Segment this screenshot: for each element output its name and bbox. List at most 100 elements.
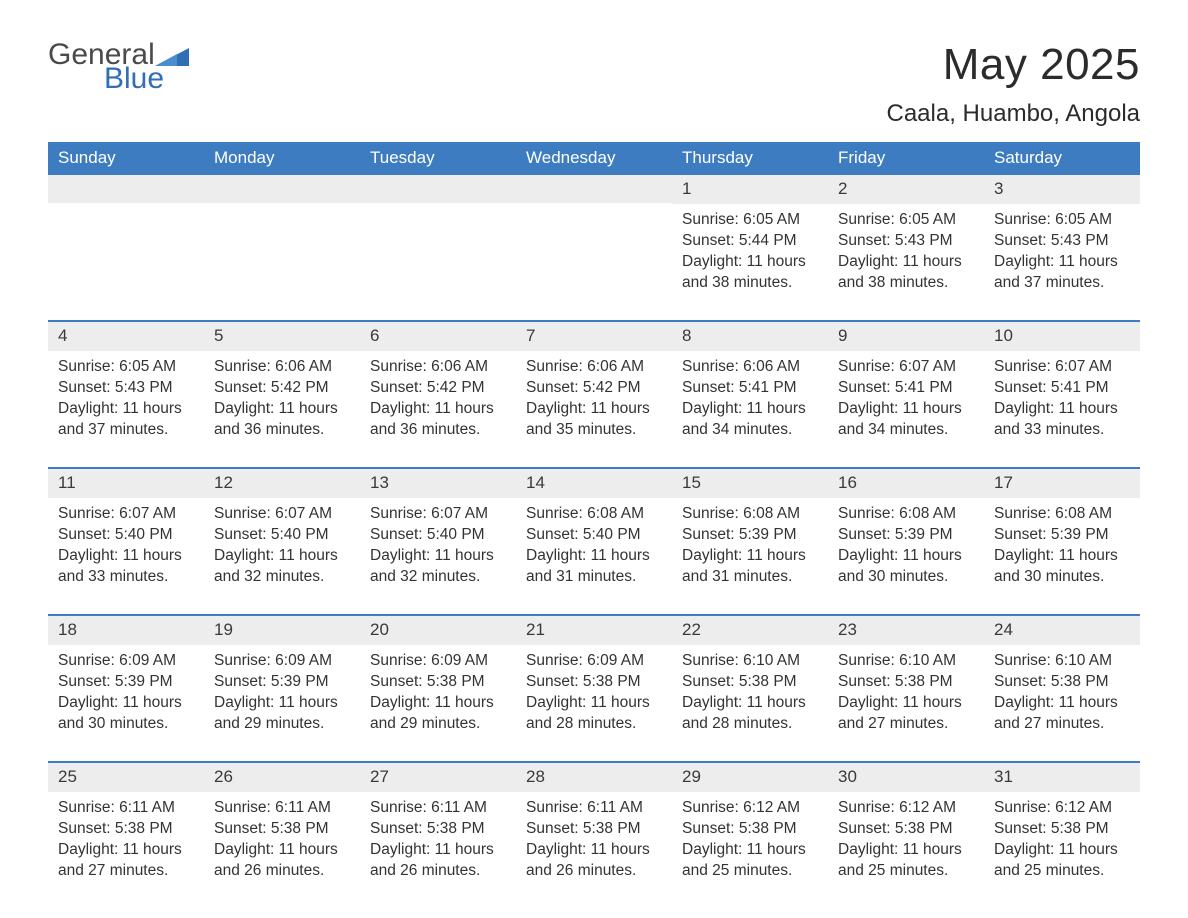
day-details: Sunrise: 6:11 AMSunset: 5:38 PMDaylight:…: [516, 792, 672, 884]
daylight-text: Daylight: 11 hours: [526, 840, 662, 861]
day-details: Sunrise: 6:12 AMSunset: 5:38 PMDaylight:…: [672, 792, 828, 884]
day-details: Sunrise: 6:05 AMSunset: 5:43 PMDaylight:…: [828, 204, 984, 296]
sunset-text: Sunset: 5:39 PM: [838, 525, 974, 546]
day-number: 27: [360, 763, 516, 792]
day-details: Sunrise: 6:09 AMSunset: 5:39 PMDaylight:…: [48, 645, 204, 737]
day-cell: 30Sunrise: 6:12 AMSunset: 5:38 PMDayligh…: [828, 763, 984, 884]
sunset-text: Sunset: 5:40 PM: [58, 525, 194, 546]
location: Caala, Huambo, Angola: [887, 100, 1141, 128]
daylight-text: and 25 minutes.: [682, 861, 818, 882]
daylight-text: and 30 minutes.: [58, 714, 194, 735]
daylight-text: Daylight: 11 hours: [58, 693, 194, 714]
day-cell: [516, 175, 672, 296]
week-row: 1Sunrise: 6:05 AMSunset: 5:44 PMDaylight…: [48, 175, 1140, 296]
weekday-header: Saturday: [984, 142, 1140, 175]
sunset-text: Sunset: 5:38 PM: [682, 819, 818, 840]
sunset-text: Sunset: 5:40 PM: [214, 525, 350, 546]
day-details: [48, 203, 204, 295]
day-number: 28: [516, 763, 672, 792]
day-cell: 11Sunrise: 6:07 AMSunset: 5:40 PMDayligh…: [48, 469, 204, 590]
sunrise-text: Sunrise: 6:10 AM: [994, 651, 1130, 672]
sunrise-text: Sunrise: 6:06 AM: [682, 357, 818, 378]
day-cell: 26Sunrise: 6:11 AMSunset: 5:38 PMDayligh…: [204, 763, 360, 884]
weekday-header-row: Sunday Monday Tuesday Wednesday Thursday…: [48, 142, 1140, 175]
sunrise-text: Sunrise: 6:07 AM: [370, 504, 506, 525]
day-details: Sunrise: 6:07 AMSunset: 5:40 PMDaylight:…: [204, 498, 360, 590]
day-cell: 22Sunrise: 6:10 AMSunset: 5:38 PMDayligh…: [672, 616, 828, 737]
day-number: 14: [516, 469, 672, 498]
daylight-text: and 38 minutes.: [838, 273, 974, 294]
day-cell: 14Sunrise: 6:08 AMSunset: 5:40 PMDayligh…: [516, 469, 672, 590]
sunset-text: Sunset: 5:38 PM: [370, 672, 506, 693]
day-number: 6: [360, 322, 516, 351]
sunset-text: Sunset: 5:41 PM: [682, 378, 818, 399]
sunrise-text: Sunrise: 6:08 AM: [838, 504, 974, 525]
day-number: 4: [48, 322, 204, 351]
day-cell: 8Sunrise: 6:06 AMSunset: 5:41 PMDaylight…: [672, 322, 828, 443]
sunrise-text: Sunrise: 6:12 AM: [682, 798, 818, 819]
daylight-text: and 31 minutes.: [682, 567, 818, 588]
daylight-text: Daylight: 11 hours: [994, 840, 1130, 861]
daylight-text: Daylight: 11 hours: [370, 546, 506, 567]
sunset-text: Sunset: 5:38 PM: [838, 672, 974, 693]
daylight-text: and 29 minutes.: [214, 714, 350, 735]
sunset-text: Sunset: 5:39 PM: [682, 525, 818, 546]
day-cell: 28Sunrise: 6:11 AMSunset: 5:38 PMDayligh…: [516, 763, 672, 884]
day-cell: 25Sunrise: 6:11 AMSunset: 5:38 PMDayligh…: [48, 763, 204, 884]
daylight-text: Daylight: 11 hours: [214, 399, 350, 420]
daylight-text: Daylight: 11 hours: [838, 840, 974, 861]
sunset-text: Sunset: 5:40 PM: [526, 525, 662, 546]
day-number: [48, 175, 204, 203]
daylight-text: and 25 minutes.: [994, 861, 1130, 882]
day-number: 23: [828, 616, 984, 645]
weekday-header: Friday: [828, 142, 984, 175]
daylight-text: Daylight: 11 hours: [994, 399, 1130, 420]
day-details: Sunrise: 6:10 AMSunset: 5:38 PMDaylight:…: [984, 645, 1140, 737]
daylight-text: Daylight: 11 hours: [58, 546, 194, 567]
day-number: 10: [984, 322, 1140, 351]
daylight-text: and 30 minutes.: [838, 567, 974, 588]
daylight-text: Daylight: 11 hours: [994, 546, 1130, 567]
day-cell: 21Sunrise: 6:09 AMSunset: 5:38 PMDayligh…: [516, 616, 672, 737]
daylight-text: and 36 minutes.: [214, 420, 350, 441]
daylight-text: and 37 minutes.: [994, 273, 1130, 294]
sunset-text: Sunset: 5:39 PM: [214, 672, 350, 693]
day-details: Sunrise: 6:08 AMSunset: 5:39 PMDaylight:…: [984, 498, 1140, 590]
sunrise-text: Sunrise: 6:11 AM: [526, 798, 662, 819]
day-details: Sunrise: 6:08 AMSunset: 5:39 PMDaylight:…: [828, 498, 984, 590]
day-cell: 5Sunrise: 6:06 AMSunset: 5:42 PMDaylight…: [204, 322, 360, 443]
sunrise-text: Sunrise: 6:09 AM: [526, 651, 662, 672]
daylight-text: and 36 minutes.: [370, 420, 506, 441]
sunrise-text: Sunrise: 6:08 AM: [682, 504, 818, 525]
day-details: Sunrise: 6:06 AMSunset: 5:42 PMDaylight:…: [204, 351, 360, 443]
sunrise-text: Sunrise: 6:12 AM: [994, 798, 1130, 819]
day-cell: 4Sunrise: 6:05 AMSunset: 5:43 PMDaylight…: [48, 322, 204, 443]
daylight-text: Daylight: 11 hours: [838, 693, 974, 714]
day-details: Sunrise: 6:06 AMSunset: 5:42 PMDaylight:…: [516, 351, 672, 443]
sunrise-text: Sunrise: 6:11 AM: [58, 798, 194, 819]
logo: General Blue: [48, 40, 189, 94]
sunrise-text: Sunrise: 6:09 AM: [58, 651, 194, 672]
sunrise-text: Sunrise: 6:10 AM: [838, 651, 974, 672]
weekday-header: Monday: [204, 142, 360, 175]
day-number: 25: [48, 763, 204, 792]
sunset-text: Sunset: 5:38 PM: [526, 672, 662, 693]
sunset-text: Sunset: 5:42 PM: [526, 378, 662, 399]
sunrise-text: Sunrise: 6:05 AM: [682, 210, 818, 231]
day-details: [516, 203, 672, 295]
sunrise-text: Sunrise: 6:05 AM: [994, 210, 1130, 231]
daylight-text: Daylight: 11 hours: [682, 252, 818, 273]
sunrise-text: Sunrise: 6:06 AM: [526, 357, 662, 378]
daylight-text: Daylight: 11 hours: [682, 840, 818, 861]
logo-text: General Blue: [48, 40, 189, 94]
daylight-text: and 33 minutes.: [994, 420, 1130, 441]
sunrise-text: Sunrise: 6:07 AM: [214, 504, 350, 525]
sunrise-text: Sunrise: 6:09 AM: [214, 651, 350, 672]
daylight-text: and 31 minutes.: [526, 567, 662, 588]
day-details: Sunrise: 6:05 AMSunset: 5:43 PMDaylight:…: [48, 351, 204, 443]
day-cell: 31Sunrise: 6:12 AMSunset: 5:38 PMDayligh…: [984, 763, 1140, 884]
daylight-text: and 27 minutes.: [994, 714, 1130, 735]
daylight-text: Daylight: 11 hours: [58, 840, 194, 861]
sunrise-text: Sunrise: 6:07 AM: [994, 357, 1130, 378]
daylight-text: Daylight: 11 hours: [682, 399, 818, 420]
